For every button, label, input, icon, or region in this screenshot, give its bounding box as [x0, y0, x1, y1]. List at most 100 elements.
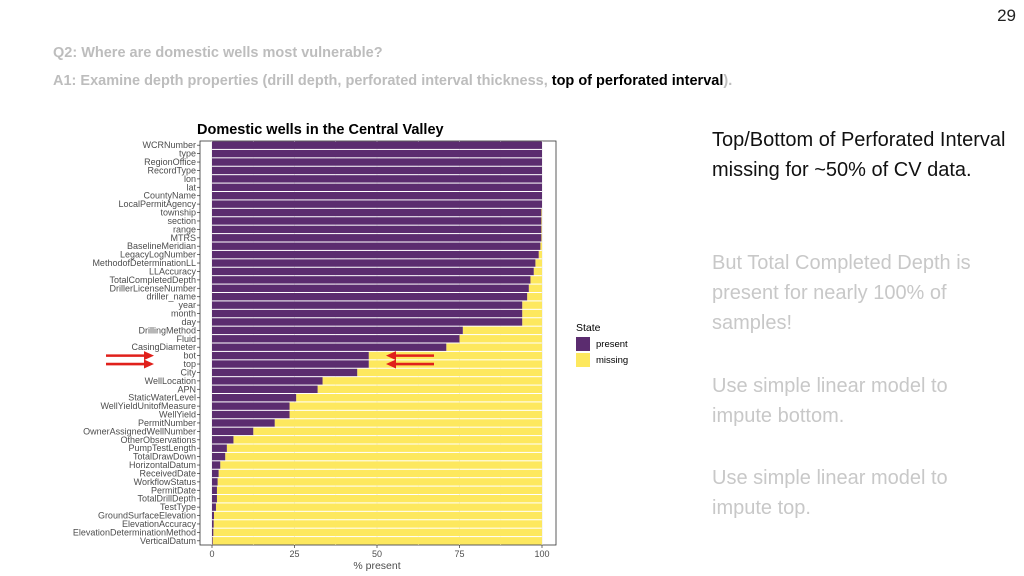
bar-present [212, 301, 523, 309]
y-tick-label: day [181, 317, 196, 327]
y-tick-label: HorizontalDatum [129, 460, 196, 470]
bar-present [212, 250, 539, 259]
y-tick-label: type [179, 149, 196, 159]
bar-present [212, 276, 531, 284]
arrow-head [144, 351, 154, 361]
y-tick-label: lon [184, 174, 196, 184]
y-tick-label: DrillerLicenseNumber [109, 283, 196, 293]
y-tick-label: top [183, 359, 196, 369]
bar-present [212, 478, 218, 486]
bar-present [212, 486, 217, 494]
bar-present [212, 234, 542, 242]
bar-missing [527, 293, 542, 301]
bars [212, 141, 543, 545]
y-tick-label: WCRNumber [142, 140, 196, 150]
y-tick-label: PermitDate [151, 485, 196, 495]
bar-present [212, 166, 542, 175]
y-tick-label: year [178, 300, 196, 310]
y-tick-label: township [160, 208, 196, 218]
bar-missing [533, 267, 542, 276]
y-tick-label: MethodofDeterminationLL [92, 258, 196, 268]
bar-present [212, 537, 213, 545]
y-axis-labels: WCRNumbertypeRegionOfficeRecordTypelonla… [73, 140, 200, 546]
bar-missing [322, 377, 542, 385]
y-tick-label: BaselineMeridian [127, 241, 196, 251]
x-tick-label: 100 [534, 549, 549, 559]
legend-label-missing: missing [596, 355, 628, 366]
bar-missing [218, 469, 542, 478]
y-tick-label: ElevationDeterminationMethod [73, 527, 196, 537]
y-tick-label: section [167, 216, 196, 226]
bar-missing [541, 225, 542, 234]
bar-present [212, 200, 542, 208]
answer-highlight: top of perforated interval [551, 73, 724, 89]
y-tick-label: TotalDrawDown [133, 452, 196, 462]
bar-missing [541, 234, 542, 242]
bar-missing [459, 335, 542, 343]
bar-missing [226, 444, 542, 452]
bar-present [212, 402, 290, 410]
bar-present [212, 520, 214, 528]
y-tick-label: OtherObservations [120, 435, 196, 445]
slide-number: 29 [997, 6, 1016, 25]
bar-missing [274, 419, 542, 427]
bar-present [212, 259, 536, 267]
side-text-top: Use simple linear model to impute top. [712, 467, 948, 519]
bar-present [212, 335, 460, 343]
bar-missing [216, 486, 542, 494]
bar-present [212, 503, 216, 511]
y-tick-label: PumpTestLength [128, 443, 196, 453]
y-tick-label: APN [177, 384, 196, 394]
grid [211, 141, 543, 545]
bar-missing [225, 452, 542, 461]
bar-missing [368, 351, 542, 360]
annotation-arrows [106, 351, 434, 369]
bar-present [212, 419, 275, 427]
bar-present [212, 192, 542, 200]
bar-missing [220, 461, 542, 469]
y-tick-label: WellLocation [145, 376, 196, 386]
chart: WCRNumbertypeRegionOfficeRecordTypelonla… [73, 140, 628, 572]
bar-present [212, 368, 358, 377]
bar-missing [446, 343, 542, 351]
bar-present [212, 495, 217, 503]
y-tick-label: MTRS [171, 233, 197, 243]
y-tick-label: City [181, 367, 197, 377]
bar-missing [528, 284, 542, 292]
y-tick-label: CasingDiameter [131, 342, 196, 352]
arrow-head [144, 359, 154, 369]
bar-missing [462, 326, 542, 335]
bar-present [212, 410, 290, 419]
bar-present [212, 351, 369, 360]
bar-missing [368, 360, 542, 368]
bar-present [212, 326, 463, 335]
bar-missing [522, 318, 542, 326]
y-tick-label: DrillingMethod [138, 325, 196, 335]
y-tick-label: TotalCompletedDepth [109, 275, 196, 285]
legend-swatch-present [576, 337, 590, 351]
bar-missing [233, 436, 542, 444]
bar-present [212, 208, 542, 217]
bar-present [212, 293, 528, 301]
bar-missing [522, 309, 542, 318]
bar-missing [215, 503, 542, 511]
bar-present [212, 528, 214, 537]
y-tick-label: RecordType [147, 165, 196, 175]
y-tick-label: TotalDrillDepth [137, 494, 196, 504]
bar-missing [317, 385, 542, 393]
y-tick-label: range [173, 224, 196, 234]
side-text-depth: But Total Completed Depth is present for… [712, 252, 971, 334]
y-tick-label: OwnerAssignedWellNumber [83, 426, 196, 436]
bar-present [212, 452, 226, 461]
bar-present [212, 394, 297, 402]
y-tick-label: WellYield [159, 410, 196, 420]
side-text-missing: Top/Bottom of Perforated Interval missin… [712, 129, 1006, 181]
plot-panel [199, 140, 557, 546]
side-text-bottom: Use simple linear model to impute bottom… [712, 375, 948, 427]
bar-missing [357, 368, 542, 377]
bar-missing [538, 250, 542, 259]
y-tick-label: CountyName [143, 191, 196, 201]
y-tick-label: VerticalDatum [140, 536, 196, 546]
bar-present [212, 309, 523, 318]
bar-present [212, 175, 542, 183]
